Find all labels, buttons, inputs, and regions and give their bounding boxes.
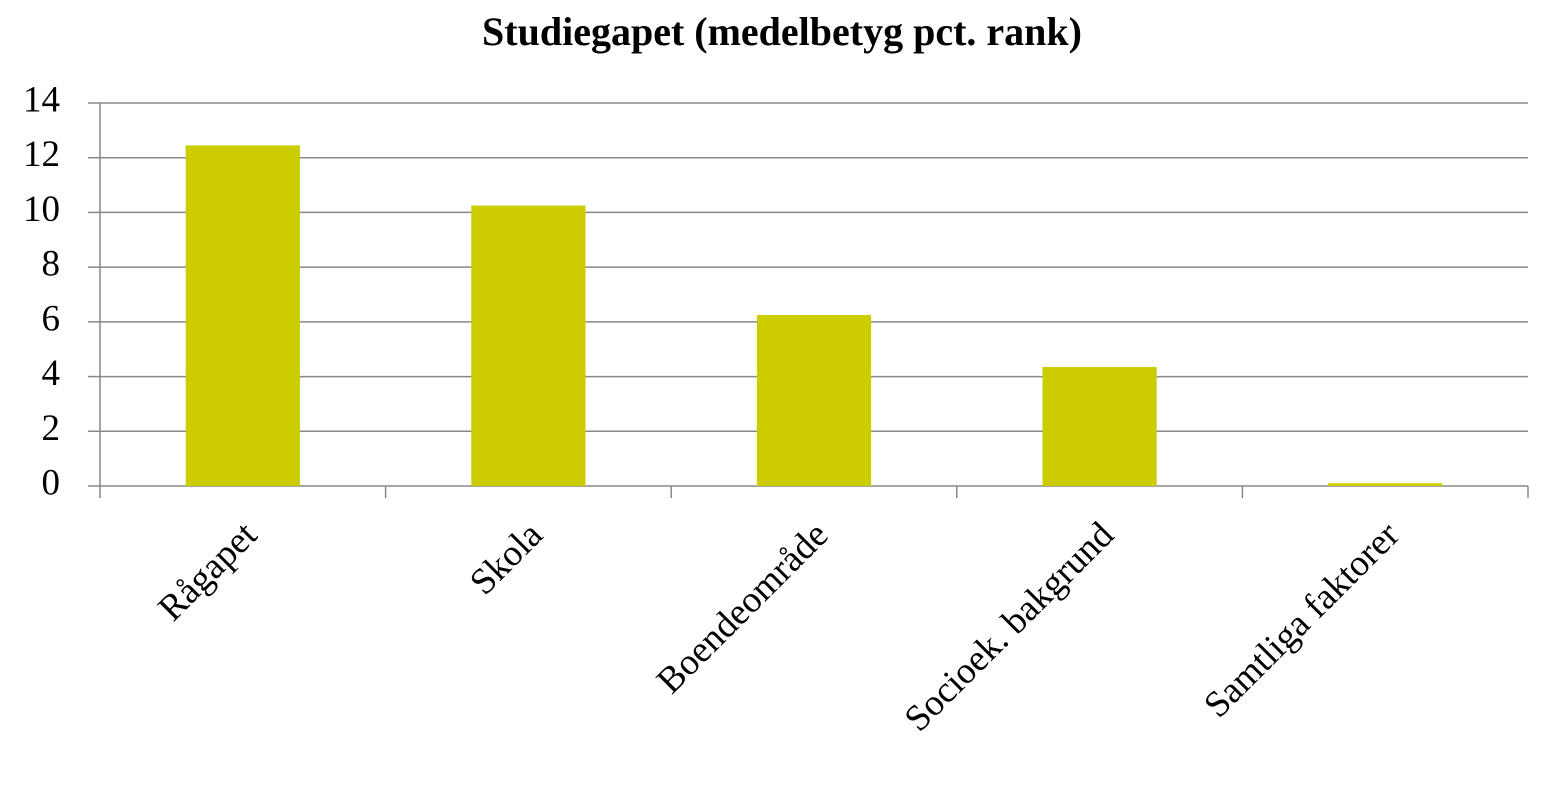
y-tick-label: 4 (42, 353, 61, 394)
bar (1042, 366, 1157, 486)
chart-title: Studiegapet (medelbetyg pct. rank) (482, 9, 1082, 54)
bar (1328, 483, 1443, 486)
x-tick-label: Boendeområde (649, 514, 836, 701)
y-tick-label: 14 (23, 79, 60, 120)
y-tick-label: 10 (23, 189, 60, 230)
bar (185, 145, 300, 486)
x-tick-label: Rågapet (150, 514, 265, 629)
y-tick-label: 6 (42, 298, 61, 339)
bar (471, 205, 586, 486)
x-tick-label: Socioek. bakgrund (897, 514, 1123, 740)
bar (756, 315, 872, 486)
x-tick-label: Skola (462, 514, 551, 603)
y-tick-label: 8 (42, 244, 61, 285)
y-tick-label: 2 (42, 408, 61, 449)
y-tick-label: 0 (42, 462, 61, 503)
x-tick-label: Samtliga faktorer (1196, 514, 1407, 725)
y-tick-label: 12 (23, 134, 60, 175)
